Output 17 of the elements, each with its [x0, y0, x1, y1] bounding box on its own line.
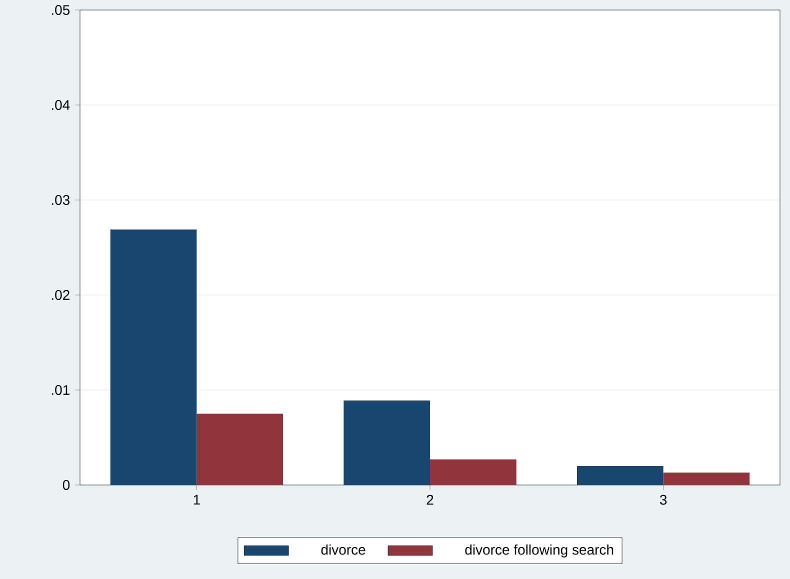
- bar: [663, 472, 750, 485]
- bar: [577, 466, 664, 485]
- bar: [344, 400, 430, 485]
- y-tick-label: .04: [52, 100, 70, 110]
- y-tick-label: .05: [52, 5, 70, 15]
- x-tick-label: 2: [426, 494, 434, 505]
- y-tick-label: .03: [52, 195, 70, 205]
- y-tick-label: .01: [52, 385, 70, 395]
- legend-label: divorce following search: [465, 544, 614, 558]
- x-tick-label: 3: [660, 494, 667, 505]
- x-tick-label: 1: [194, 494, 200, 504]
- bar: [196, 414, 284, 485]
- bar: [430, 459, 516, 485]
- bar: [110, 229, 197, 485]
- y-tick-label: .02: [52, 290, 70, 300]
- legend-label: divorce: [321, 544, 366, 555]
- y-tick-label: 0: [62, 480, 70, 490]
